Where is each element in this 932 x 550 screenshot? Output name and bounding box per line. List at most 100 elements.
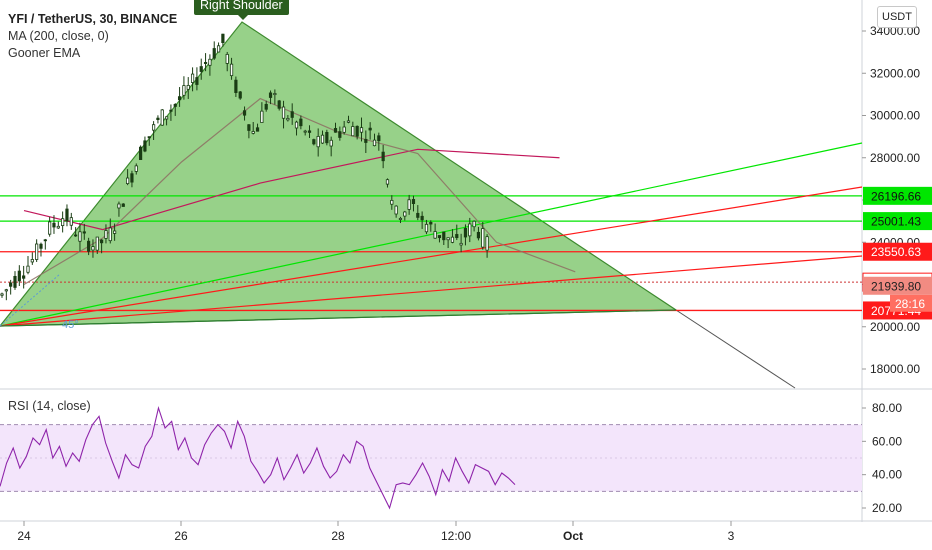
price-tick-label: 20000.00 bbox=[870, 320, 920, 334]
candle-body bbox=[121, 203, 125, 207]
candle-body bbox=[113, 230, 117, 234]
candle-body bbox=[455, 234, 459, 239]
candle-body bbox=[264, 103, 268, 110]
right-shoulder-label[interactable]: Right Shoulder bbox=[194, 0, 289, 20]
candle-body bbox=[160, 109, 164, 126]
candle-body bbox=[95, 236, 99, 251]
candle-body bbox=[364, 138, 368, 143]
candle-body bbox=[156, 117, 160, 121]
angle-label: 45° bbox=[62, 319, 79, 331]
drawing-layer: 45° bbox=[0, 21, 863, 389]
candle-body bbox=[398, 217, 403, 220]
ma-legend[interactable]: MA (200, close, 0) bbox=[8, 29, 109, 43]
price-label-box bbox=[863, 212, 932, 231]
rsi-tick-label: 60.00 bbox=[872, 434, 902, 448]
fan-line-red-2 bbox=[0, 255, 863, 327]
candle-body bbox=[307, 130, 312, 133]
candle-body bbox=[199, 66, 203, 72]
candle-body bbox=[164, 116, 169, 120]
price-tick-label: 30000.00 bbox=[870, 109, 920, 123]
candle-body bbox=[151, 124, 156, 131]
candle-body bbox=[247, 124, 251, 131]
rsi-panel: 20.00 40.00 60.00 80.00 bbox=[0, 401, 902, 515]
candle-body bbox=[416, 212, 420, 218]
price-label-box bbox=[863, 242, 932, 261]
candle-body bbox=[442, 231, 446, 241]
candle-body bbox=[273, 93, 277, 96]
candle-body bbox=[420, 215, 424, 221]
candle-body bbox=[260, 110, 264, 123]
candle-body bbox=[43, 239, 47, 242]
candle-body bbox=[56, 225, 60, 229]
angle-helper-line bbox=[0, 273, 61, 327]
candle-body bbox=[481, 228, 485, 248]
time-tick-label: 3 bbox=[728, 529, 735, 543]
candle-body bbox=[346, 120, 351, 123]
candle-body bbox=[329, 139, 333, 147]
candle-body bbox=[463, 227, 468, 238]
candle-body bbox=[338, 131, 342, 138]
candle-body bbox=[286, 118, 290, 121]
candle-body bbox=[359, 127, 364, 133]
candle-body bbox=[407, 199, 411, 210]
candle-body bbox=[190, 73, 195, 83]
rsi-tick-label: 20.00 bbox=[872, 501, 902, 515]
candle-body bbox=[13, 275, 17, 288]
series-layer bbox=[0, 33, 576, 301]
time-tick-label: 24 bbox=[17, 529, 31, 543]
candle-body bbox=[108, 227, 112, 242]
candle-body bbox=[147, 136, 151, 139]
price-label-text: 26196.66 bbox=[871, 189, 921, 203]
symbol-title[interactable]: YFI / TetherUS, 30, BINANCE bbox=[8, 11, 177, 27]
candle-body bbox=[437, 235, 442, 239]
candle-body bbox=[234, 79, 238, 93]
candle-body bbox=[9, 282, 13, 287]
candle-body bbox=[104, 230, 108, 239]
candle-body bbox=[61, 218, 65, 227]
candle-body bbox=[446, 237, 450, 241]
candle-body bbox=[242, 110, 247, 116]
price-label-box bbox=[863, 276, 932, 295]
ma-line bbox=[23, 148, 560, 231]
candle-body bbox=[186, 84, 190, 90]
candle-body bbox=[35, 243, 39, 260]
currency-button[interactable]: USDT bbox=[877, 6, 917, 28]
candle-body bbox=[4, 289, 8, 292]
candle-body bbox=[372, 139, 377, 147]
price-label-box bbox=[863, 186, 932, 205]
candle-body bbox=[403, 211, 407, 217]
countdown-box bbox=[890, 294, 932, 312]
candle-body bbox=[468, 223, 472, 237]
triangle-pattern bbox=[0, 21, 678, 327]
candle-body bbox=[351, 126, 355, 137]
rsi-legend[interactable]: RSI (14, close) bbox=[8, 399, 91, 413]
candle-body bbox=[411, 199, 416, 204]
candle-body bbox=[333, 128, 338, 133]
candle-body bbox=[255, 127, 260, 132]
candle-body bbox=[82, 231, 86, 234]
candle-body bbox=[221, 33, 225, 44]
candle-body bbox=[138, 146, 143, 160]
countdown-text: 28:16 bbox=[895, 297, 925, 311]
candle-body bbox=[325, 132, 329, 144]
candle-body bbox=[130, 173, 134, 183]
time-tick-label: 12:00 bbox=[441, 529, 471, 543]
candle-body bbox=[100, 239, 104, 244]
candle-body bbox=[299, 118, 303, 127]
candle-body bbox=[65, 208, 69, 222]
ema-legend[interactable]: Gooner EMA bbox=[8, 46, 81, 60]
candle-body bbox=[385, 179, 390, 185]
candle-body bbox=[126, 177, 130, 185]
time-tick-label: Oct bbox=[563, 529, 583, 543]
candle-body bbox=[290, 111, 294, 118]
candle-body bbox=[143, 140, 147, 152]
time-axis: 24 26 28 12:00 Oct 3 bbox=[17, 521, 735, 543]
candle-body bbox=[277, 100, 281, 109]
price-tick-label: 28000.00 bbox=[870, 151, 920, 165]
candle-body bbox=[22, 275, 26, 279]
candle-body bbox=[251, 131, 255, 134]
rsi-tick-label: 40.00 bbox=[872, 468, 902, 482]
fan-line-red-1 bbox=[0, 186, 863, 327]
symbol-text: YFI / TetherUS, 30, BINANCE bbox=[8, 12, 178, 26]
